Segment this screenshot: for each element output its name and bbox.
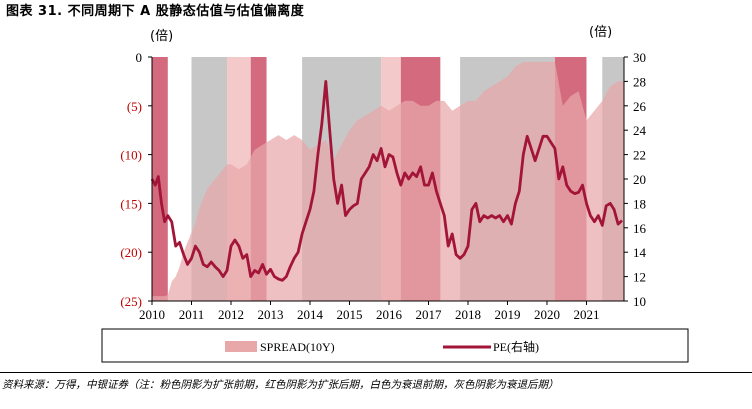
footer-rule [0,372,752,373]
x-tick-label: 2011 [179,307,205,322]
chart: 0 (5) (10) (15) (20) (25) 10 12 14 16 18 20 22 24 26 28… [101,25,689,363]
legend-box [101,328,689,363]
x-tick-label: 2018 [455,307,481,322]
chart-title: 图表 31. 不同周期下 A 股静态估值与估值偏离度 [6,4,305,19]
left-tick-label: (20) [120,245,142,260]
left-tick-label: 0 [136,50,143,65]
left-axis-unit: (倍) [150,29,173,44]
left-tick-label: (15) [120,196,142,211]
x-tick-label: 2015 [336,307,362,322]
right-tick-label: 18 [633,196,646,211]
pe-line [150,80,623,282]
legend-swatch-spread [225,341,257,352]
legend: SPREAD(10Y) PE(右轴) [101,328,689,363]
legend-label-pe: PE(右轴) [493,339,539,354]
legend-label-spread: SPREAD(10Y) [260,340,335,354]
x-tick-label: 2013 [257,307,283,322]
left-tick-label: (25) [120,294,142,309]
x-tick-label: 2017 [415,307,442,322]
x-tick-label: 2020 [534,307,560,322]
spread-area [152,61,624,302]
x-tick-label: 2014 [297,307,324,322]
spread-area-layer [152,61,624,302]
right-tick-label: 26 [633,99,647,114]
right-tick-label: 12 [633,270,646,285]
right-tick-label: 10 [633,294,646,309]
pe-line-layer [150,80,623,282]
right-tick-label: 14 [633,245,647,260]
right-tick-label: 20 [633,172,646,187]
right-tick-label: 28 [633,74,646,89]
left-tick-label: (10) [120,148,142,163]
x-tick-label: 2012 [218,307,244,322]
source-note: 资料来源：万得，中银证券（注：粉色阴影为扩张前期，红色阴影为扩张后期，白色为衰退… [2,379,559,391]
x-tick-label: 2019 [494,307,520,322]
left-tick-label: (5) [127,99,142,114]
right-tick-label: 16 [633,221,647,236]
x-tick-label: 2021 [573,307,599,322]
right-tick-label: 24 [633,123,647,138]
right-tick-label: 30 [633,50,646,65]
x-tick-label: 2010 [139,307,165,322]
x-tick-label: 2016 [376,307,403,322]
axes-layer: 0 (5) (10) (15) (20) (25) 10 12 14 16 18 20 22 24 26 28… [120,50,646,322]
right-tick-label: 22 [633,148,646,163]
right-axis-unit: (倍) [589,25,612,40]
